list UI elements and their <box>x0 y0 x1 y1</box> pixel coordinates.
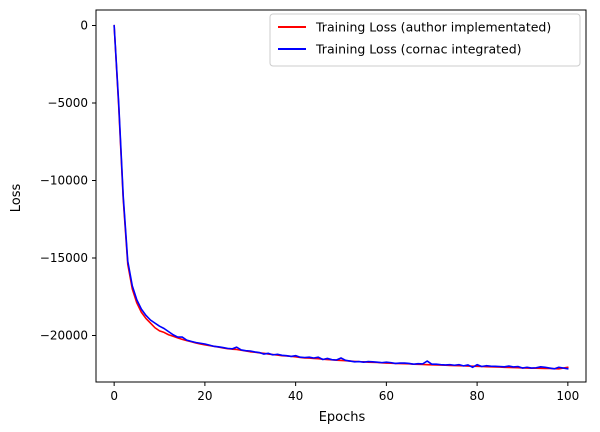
y-tick-label: −5000 <box>47 96 88 110</box>
series-lines <box>113 24 569 370</box>
x-tick-label: 60 <box>379 389 394 403</box>
series-line-2 <box>113 24 569 370</box>
y-tick-label: −20000 <box>40 329 88 343</box>
x-tick-label: 0 <box>110 389 118 403</box>
series-line-1 <box>113 24 569 370</box>
y-tick-label: −10000 <box>40 174 88 188</box>
x-tick-label: 80 <box>469 389 484 403</box>
x-tick-label: 40 <box>288 389 303 403</box>
plot-frame <box>95 9 587 383</box>
y-tick-label: −15000 <box>40 251 88 265</box>
legend-box <box>269 13 581 67</box>
y-axis-label: Loss <box>9 184 24 213</box>
legend-label: Training Loss (cornac integrated) <box>315 42 522 57</box>
y-tick-label: 0 <box>80 19 88 33</box>
y-axis-ticks: 0 −5000 −10000 −15000 −20000 <box>40 19 96 343</box>
legend-label: Training Loss (author implementated) <box>315 20 551 35</box>
legend: Training Loss (author implementated) Trai… <box>269 13 581 67</box>
plot-area <box>95 9 587 383</box>
x-axis-label: Epochs <box>319 410 366 425</box>
x-tick-label: 100 <box>556 389 579 403</box>
x-axis-ticks: 0 20 40 60 80 100 <box>110 382 579 403</box>
x-tick-label: 20 <box>197 389 212 403</box>
